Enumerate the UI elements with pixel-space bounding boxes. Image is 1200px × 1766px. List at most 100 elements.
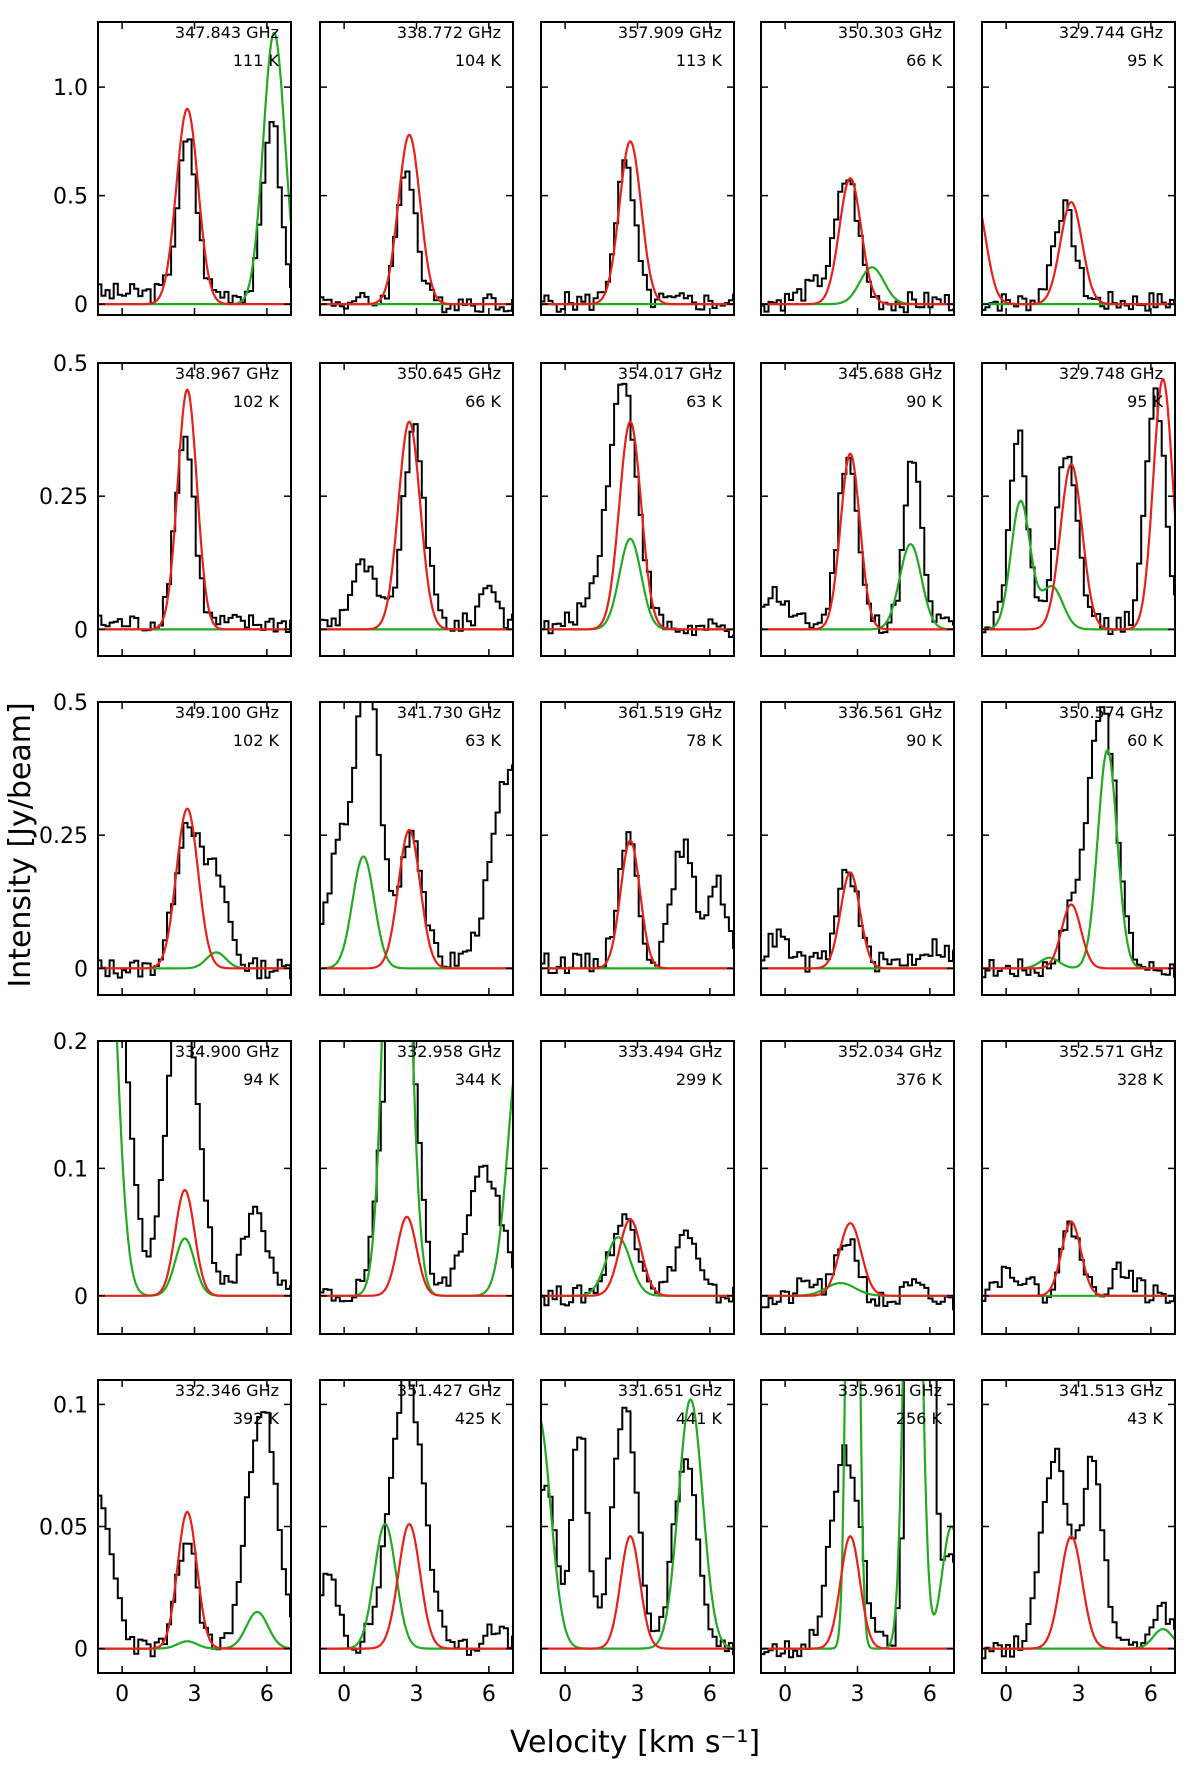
panel-24: 0 3 6 335.961 GHz 256 K bbox=[760, 1379, 955, 1707]
y-tick-label: 0.1 bbox=[53, 1157, 88, 1182]
y-tick-label: 1.0 bbox=[53, 76, 88, 101]
x-tick-label: 6 bbox=[923, 1682, 937, 1707]
frequency-label: 350.645 GHz bbox=[397, 364, 501, 383]
frequency-label: 341.513 GHz bbox=[1059, 1381, 1163, 1400]
model-other-species bbox=[320, 1041, 513, 1297]
model-fit bbox=[761, 1222, 954, 1297]
model-fit bbox=[541, 140, 734, 306]
panel-19: 352.034 GHz 376 K bbox=[760, 1040, 955, 1335]
x-tick-label: 0 bbox=[115, 1682, 129, 1707]
plot-area bbox=[320, 420, 513, 632]
y-tick-label: 0.2 bbox=[53, 1030, 88, 1055]
frequency-label: 350.303 GHz bbox=[838, 23, 942, 42]
frequency-label: 352.034 GHz bbox=[838, 1042, 942, 1061]
plot-area bbox=[761, 177, 954, 314]
frequency-label: 354.017 GHz bbox=[618, 364, 722, 383]
panel-6: 0 0.25 0.5 348.967 GHz 102 K bbox=[39, 352, 292, 657]
x-tick-label: 6 bbox=[260, 1682, 274, 1707]
model-fit bbox=[982, 903, 1175, 970]
energy-label: 66 K bbox=[465, 392, 501, 411]
panel-15: 350.574 GHz 60 K bbox=[981, 701, 1176, 996]
energy-label: 104 K bbox=[455, 51, 502, 70]
panel-13: 361.519 GHz 78 K bbox=[540, 701, 735, 996]
model-other-species bbox=[761, 1380, 954, 1650]
plot-area bbox=[761, 868, 954, 973]
y-tick-label: 0 bbox=[74, 1638, 88, 1663]
frequency-label: 334.900 GHz bbox=[175, 1042, 279, 1061]
energy-label: 66 K bbox=[906, 51, 942, 70]
observed-spectrum bbox=[320, 423, 513, 632]
panel-5: 329.744 GHz 95 K bbox=[981, 21, 1176, 316]
observed-spectrum bbox=[982, 1220, 1175, 1304]
plot-area bbox=[761, 1380, 954, 1659]
panel-3: 357.909 GHz 113 K bbox=[540, 21, 735, 316]
model-fit bbox=[982, 378, 1175, 631]
energy-label: 392 K bbox=[233, 1409, 280, 1428]
model-other-species bbox=[982, 748, 1175, 970]
observed-spectrum bbox=[541, 1213, 734, 1307]
energy-label: 63 K bbox=[465, 731, 501, 750]
frequency-label: 333.494 GHz bbox=[618, 1042, 722, 1061]
plot-area bbox=[320, 1380, 513, 1656]
frequency-label: 341.730 GHz bbox=[397, 703, 501, 722]
energy-label: 90 K bbox=[906, 392, 942, 411]
energy-label: 328 K bbox=[1117, 1070, 1164, 1089]
y-tick-label: 0.1 bbox=[53, 1393, 88, 1418]
model-fit bbox=[320, 828, 513, 970]
energy-label: 94 K bbox=[243, 1070, 279, 1089]
frequency-label: 350.574 GHz bbox=[1059, 703, 1163, 722]
observed-spectrum bbox=[761, 1238, 954, 1311]
frequency-label: 331.651 GHz bbox=[618, 1381, 722, 1400]
plot-area bbox=[541, 140, 734, 313]
panel-23: 0 3 6 331.651 GHz 441 K bbox=[540, 1379, 735, 1707]
x-tick-label: 3 bbox=[1072, 1682, 1086, 1707]
energy-label: 256 K bbox=[896, 1409, 943, 1428]
plot-area bbox=[98, 1041, 291, 1297]
plot-area bbox=[982, 706, 1175, 979]
panel-14: 336.561 GHz 90 K bbox=[760, 701, 955, 996]
frequency-label: 347.843 GHz bbox=[175, 23, 279, 42]
observed-spectrum bbox=[982, 1447, 1175, 1660]
plot-area bbox=[320, 133, 513, 314]
panel-10: 329.748 GHz 95 K bbox=[981, 362, 1176, 657]
panel-25: 0 3 6 341.513 GHz 43 K bbox=[981, 1379, 1176, 1707]
energy-label: 111 K bbox=[233, 51, 280, 70]
panel-20: 352.571 GHz 328 K bbox=[981, 1040, 1176, 1335]
plot-area bbox=[541, 1213, 734, 1307]
plot-area bbox=[761, 452, 954, 634]
panel-21: 0 3 6 0 0.05 0.1 332.346 GHz 392 K bbox=[39, 1379, 292, 1707]
observed-spectrum bbox=[541, 1406, 734, 1656]
frequency-label: 361.519 GHz bbox=[618, 703, 722, 722]
energy-label: 102 K bbox=[233, 392, 280, 411]
energy-label: 102 K bbox=[233, 731, 280, 750]
panel-7: 350.645 GHz 66 K bbox=[319, 362, 514, 657]
observed-spectrum bbox=[761, 1380, 954, 1659]
model-fit bbox=[761, 1535, 954, 1650]
energy-label: 113 K bbox=[676, 51, 723, 70]
model-fit bbox=[98, 807, 291, 970]
x-tick-label: 6 bbox=[1144, 1682, 1158, 1707]
model-fit bbox=[320, 1215, 513, 1297]
y-tick-label: 0 bbox=[74, 1285, 88, 1310]
model-fit bbox=[761, 871, 954, 970]
y-tick-label: 0.5 bbox=[53, 352, 88, 377]
observed-spectrum bbox=[320, 702, 513, 969]
frequency-label: 329.748 GHz bbox=[1059, 364, 1163, 383]
plot-area bbox=[98, 1411, 291, 1658]
energy-label: 441 K bbox=[676, 1409, 723, 1428]
panel-18: 333.494 GHz 299 K bbox=[540, 1040, 735, 1335]
energy-label: 78 K bbox=[686, 731, 722, 750]
plot-area bbox=[982, 1220, 1175, 1304]
x-tick-label: 0 bbox=[337, 1682, 351, 1707]
y-axis-label: Intensity [Jy/beam] bbox=[3, 702, 38, 987]
model-fit bbox=[98, 1188, 291, 1297]
frequency-label: 351.427 GHz bbox=[397, 1381, 501, 1400]
model-fit bbox=[541, 1218, 734, 1297]
plot-area bbox=[541, 382, 734, 640]
y-tick-label: 0.5 bbox=[53, 691, 88, 716]
plot-area bbox=[98, 388, 291, 633]
panel-9: 345.688 GHz 90 K bbox=[760, 362, 955, 657]
model-fit bbox=[320, 133, 513, 306]
plot-area bbox=[98, 807, 291, 980]
